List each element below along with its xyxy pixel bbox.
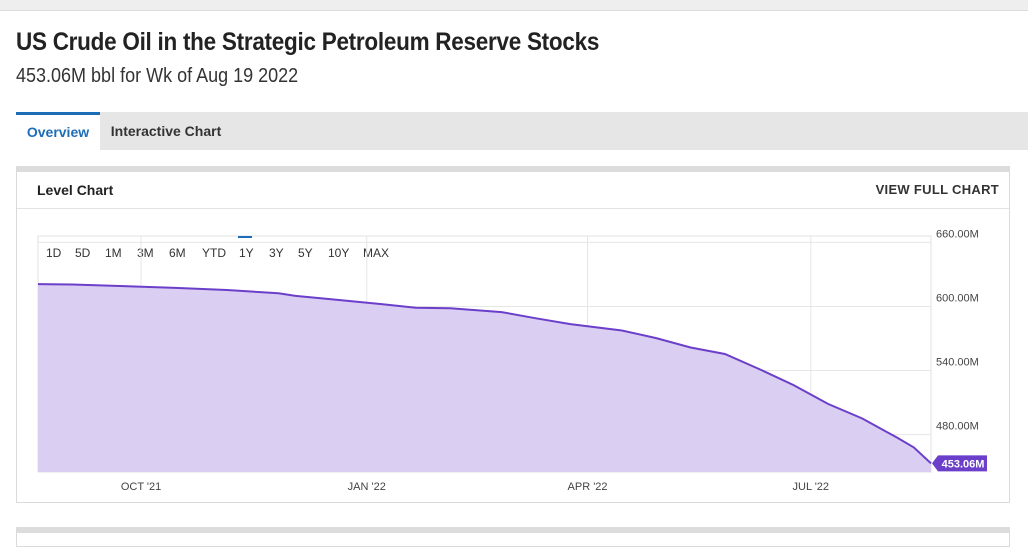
- series-area: [38, 284, 931, 472]
- tab-bar: Overview Interactive Chart: [16, 112, 1028, 150]
- next-card: [16, 527, 1010, 547]
- y-tick-label: 540.00M: [936, 357, 979, 369]
- x-tick-label: APR '22: [568, 481, 608, 493]
- view-full-chart-link[interactable]: VIEW FULL CHART: [875, 182, 999, 197]
- range-button-1y[interactable]: 1Y: [239, 246, 254, 260]
- last-value-badge: 453.06M: [932, 455, 987, 472]
- range-button-3y[interactable]: 3Y: [269, 246, 284, 260]
- y-tick-label: 660.00M: [936, 228, 979, 240]
- y-tick-label: 480.00M: [936, 421, 979, 433]
- tab-interactive-chart[interactable]: Interactive Chart: [110, 123, 222, 139]
- page-title: US Crude Oil in the Strategic Petroleum …: [16, 28, 600, 56]
- active-range-indicator: [238, 236, 252, 238]
- badge-shape: [932, 455, 987, 472]
- range-button-10y[interactable]: 10Y: [328, 246, 349, 260]
- y-tick-label: 600.00M: [936, 292, 979, 304]
- x-tick-label: OCT '21: [121, 481, 161, 493]
- card-header: Level Chart VIEW FULL CHART: [17, 172, 1009, 209]
- x-tick-label: JAN '22: [348, 481, 386, 493]
- top-strip: [0, 0, 1028, 11]
- range-button-1m[interactable]: 1M: [105, 246, 122, 260]
- range-button-3m[interactable]: 3M: [137, 246, 154, 260]
- level-chart: 1D 5D 1M 3M 6M YTD 1Y 3Y 5Y 10Y MAX 480.00M 540.00M 6…: [37, 228, 987, 493]
- range-button-6m[interactable]: 6M: [169, 246, 186, 260]
- page-subtitle: 453.06M bbl for Wk of Aug 19 2022: [16, 65, 299, 87]
- range-button-ytd[interactable]: YTD: [202, 246, 226, 260]
- series-line: [37, 283, 932, 465]
- range-button-1d[interactable]: 1D: [46, 246, 62, 260]
- tab-overview[interactable]: Overview: [16, 112, 100, 150]
- level-chart-card: Level Chart VIEW FULL CHART 1D 5D 1M 3M 6M YT…: [16, 166, 1010, 503]
- card-title: Level Chart: [37, 182, 114, 198]
- x-tick-label: JUL '22: [793, 481, 830, 493]
- range-button-5y[interactable]: 5Y: [298, 246, 313, 260]
- range-button-5d[interactable]: 5D: [75, 246, 91, 260]
- range-button-max[interactable]: MAX: [363, 246, 389, 260]
- badge-label: 453.06M: [942, 458, 985, 470]
